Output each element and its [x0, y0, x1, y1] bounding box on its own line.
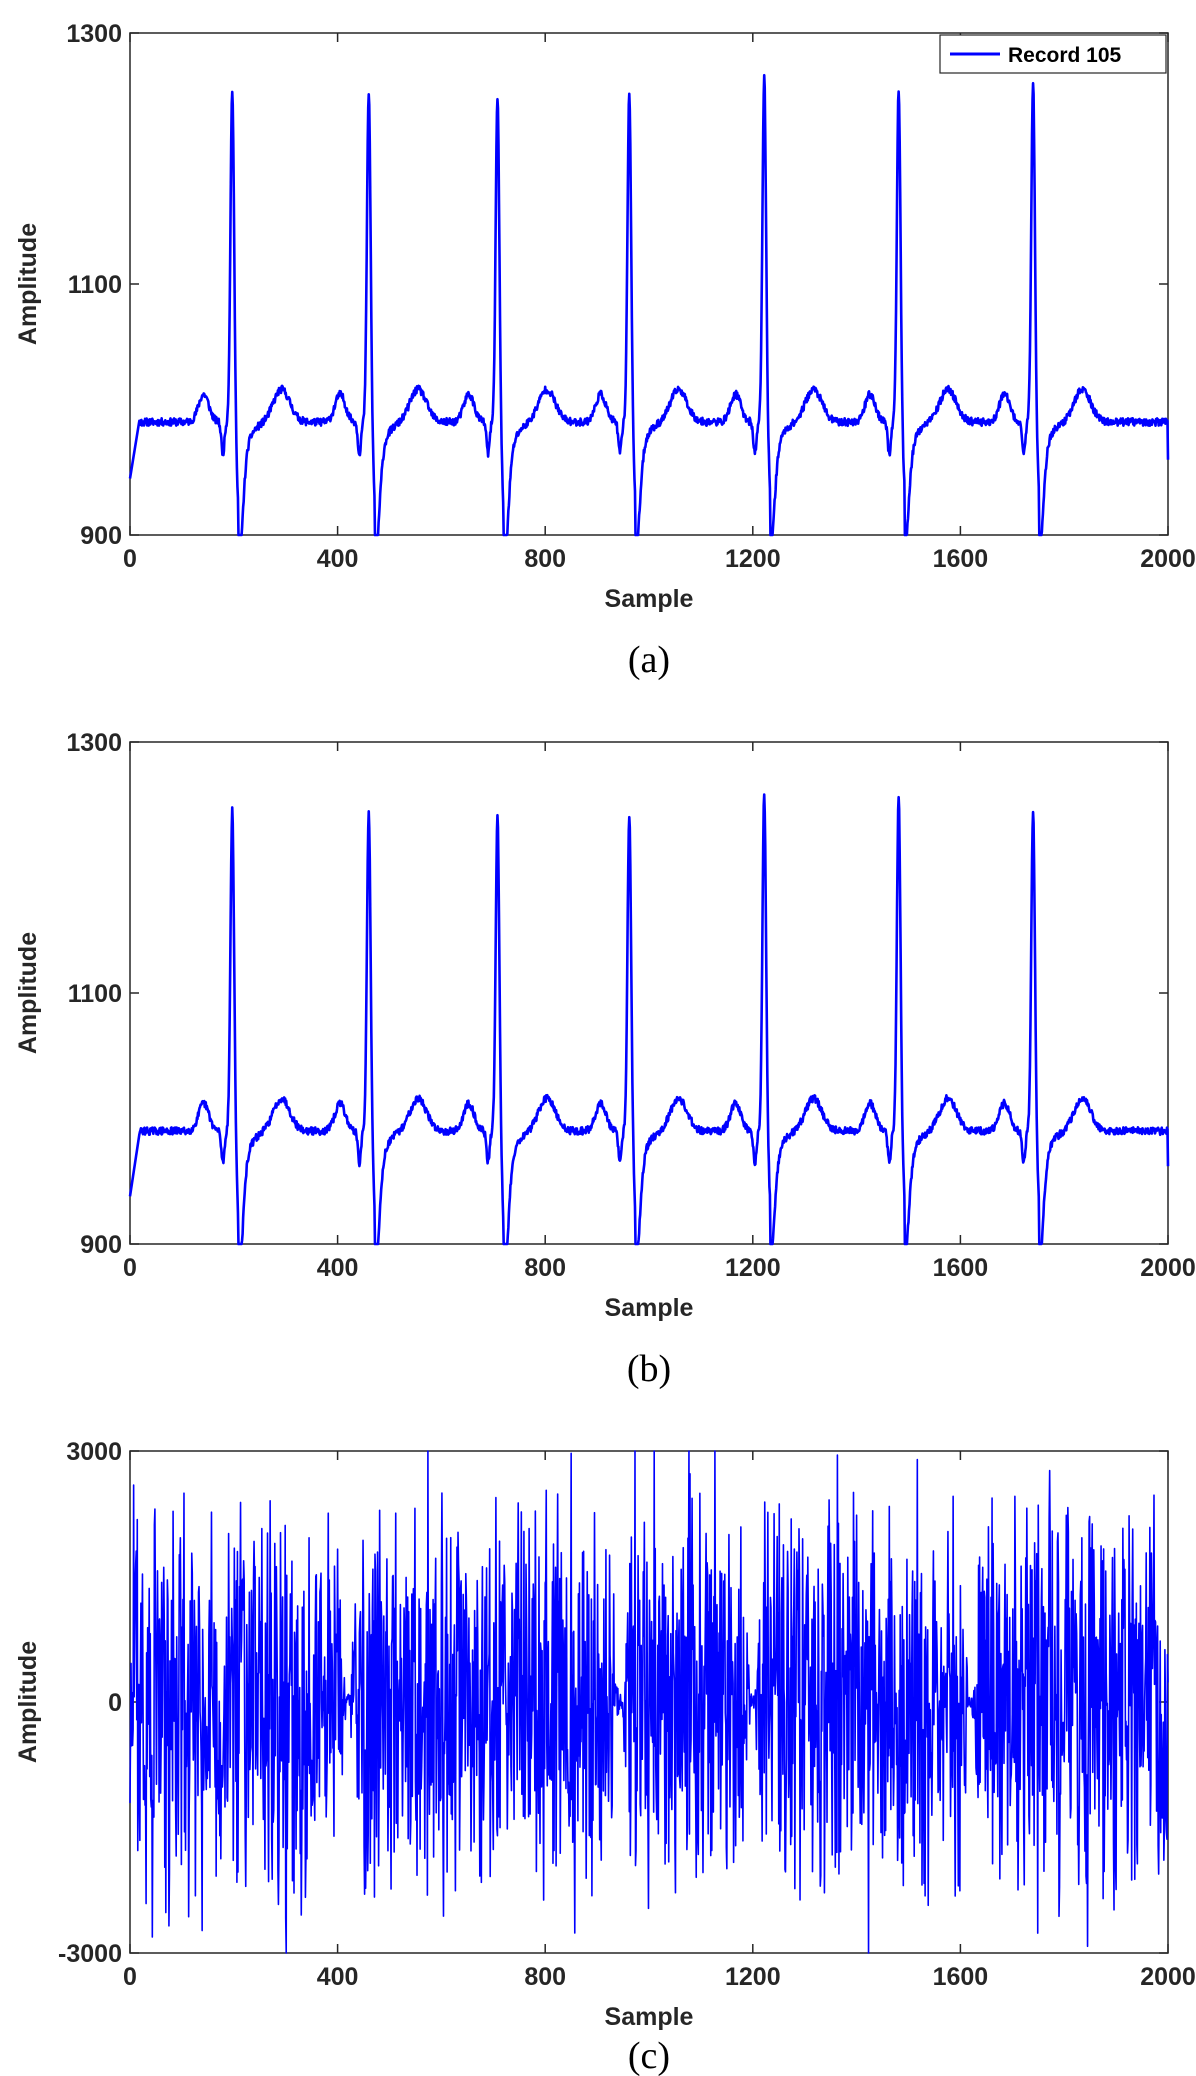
x-tick-label: 1200	[725, 1963, 781, 1991]
y-tick-label: 3000	[66, 1438, 122, 1466]
plot-area-border	[129, 741, 1169, 1245]
x-tick-label: 1200	[725, 545, 781, 573]
x-tick-label: 2000	[1140, 1254, 1196, 1282]
y-tick-label: 1300	[66, 20, 122, 48]
x-tick-label: 400	[317, 1254, 359, 1282]
x-tick-label: 2000	[1140, 1963, 1196, 1991]
panel-a: 0 400 800 1200 1600 2000 900 1100 1300 Sample Ampl…	[14, 20, 1196, 681]
x-tick-label: 800	[524, 1963, 566, 1991]
x-tick-label: 0	[123, 545, 137, 573]
y-tick-label: 1100	[68, 980, 122, 1008]
panel-c-ylabel: Amplitude	[14, 1641, 42, 1763]
panel-c: 0 400 800 1200 1600 2000-300003000SampleAmpli…	[14, 1438, 1196, 2076]
x-tick-label: 0	[123, 1254, 137, 1282]
series-line	[128, 73, 1170, 537]
y-tick-label: 0	[108, 1689, 122, 1717]
panel-b-caption: (b)	[627, 1348, 671, 1390]
series-line	[128, 793, 1170, 1246]
panel-a-legend: Record 105	[939, 34, 1167, 74]
panel-a-caption: (a)	[628, 639, 670, 681]
panel-c-xlabel: Sample	[605, 2003, 694, 2031]
x-tick-label: 1600	[933, 1963, 989, 1991]
y-tick-label: 900	[80, 522, 122, 550]
legend-entry-record-105: Record 105	[1008, 44, 1122, 67]
x-tick-label: 800	[524, 545, 566, 573]
x-tick-label: 800	[524, 1254, 566, 1282]
x-tick-label: 400	[317, 545, 359, 573]
y-tick-label: -3000	[58, 1940, 122, 1968]
legend-box	[939, 34, 1167, 74]
panel-c-caption: (c)	[628, 2035, 670, 2076]
panel-b-ylabel: Amplitude	[14, 932, 42, 1054]
y-tick-label: 1100	[68, 271, 122, 299]
series-line	[129, 1450, 1169, 1954]
panel-a-xlabel: Sample	[605, 585, 694, 613]
x-tick-label: 1600	[933, 545, 989, 573]
plot-area-border	[129, 32, 1169, 536]
panel-b: 0 400 800 1200 1600 2000 900 1100 1300 Sample Ampl…	[14, 729, 1196, 1390]
x-tick-label: 1200	[725, 1254, 781, 1282]
y-tick-label: 1300	[66, 729, 122, 757]
y-tick-label: 900	[80, 1231, 122, 1259]
x-tick-label: 400	[317, 1963, 359, 1991]
panel-b-xlabel: Sample	[605, 1294, 694, 1322]
panel-a-ylabel: Amplitude	[14, 223, 42, 345]
x-tick-label: 1600	[933, 1254, 989, 1282]
x-tick-label: 2000	[1140, 545, 1196, 573]
x-tick-label: 0	[123, 1963, 137, 1991]
